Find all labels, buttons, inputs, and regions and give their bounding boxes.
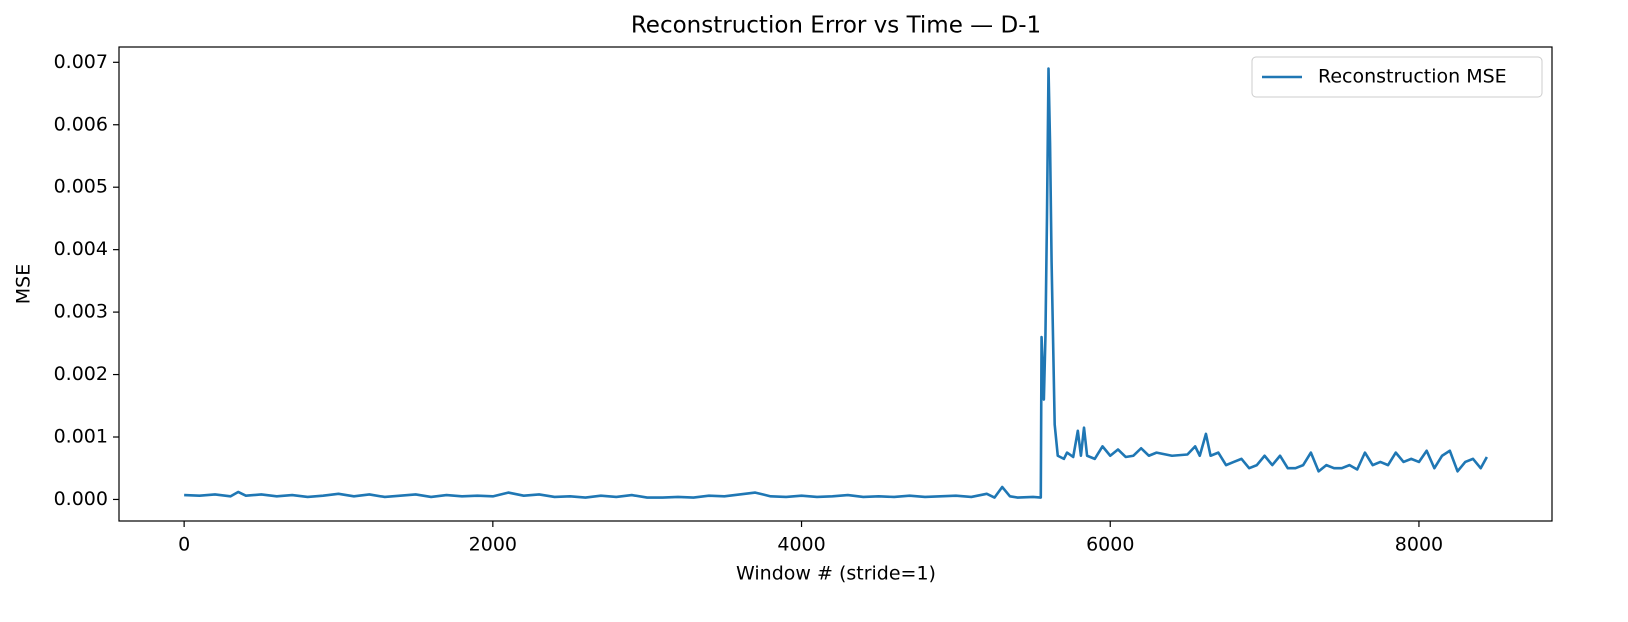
y-tick-label: 0.001 [54, 426, 108, 448]
y-tick-label: 0.000 [54, 488, 108, 510]
x-tick-label: 6000 [1086, 534, 1134, 556]
x-axis-label: Window # (stride=1) [736, 563, 936, 585]
x-tick-label: 0 [178, 534, 190, 556]
y-tick-label: 0.003 [54, 301, 108, 323]
y-tick-label: 0.005 [54, 176, 108, 198]
chart-title: Reconstruction Error vs Time — D-1 [631, 13, 1041, 39]
y-tick-label: 0.002 [54, 363, 108, 385]
plot-frame [118, 46, 1553, 522]
y-tick-label: 0.007 [54, 51, 108, 73]
x-tick-label: 4000 [777, 534, 825, 556]
y-axis-label: MSE [13, 264, 35, 304]
x-tick-label: 2000 [469, 534, 517, 556]
y-tick-label: 0.004 [54, 238, 108, 260]
x-tick-label: 8000 [1395, 534, 1443, 556]
legend-box [1251, 56, 1543, 98]
y-tick-label: 0.006 [54, 113, 108, 135]
legend: Reconstruction MSE [1251, 56, 1543, 98]
legend-label: Reconstruction MSE [1318, 66, 1507, 88]
data-line [184, 67, 1488, 499]
